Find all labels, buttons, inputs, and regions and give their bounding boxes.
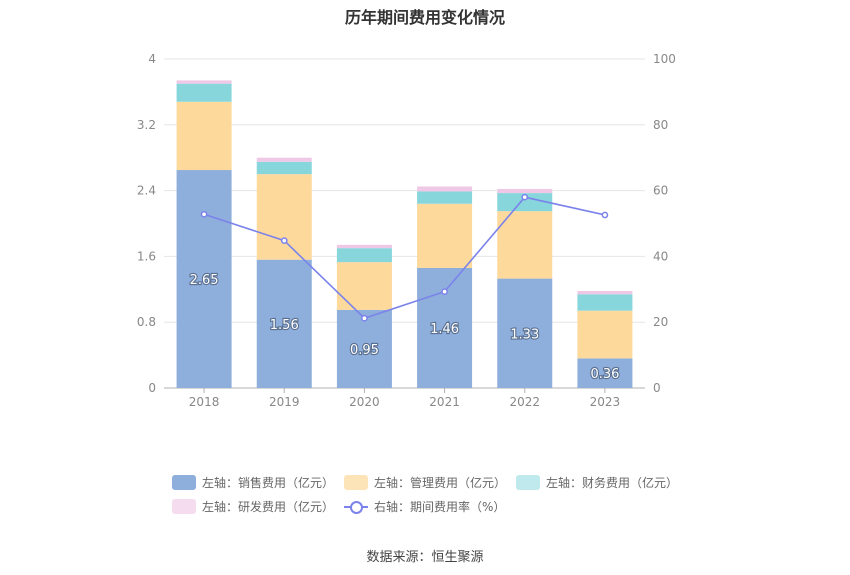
bar-segment-2 [336, 248, 392, 263]
x-tick-label: 2020 [349, 395, 380, 409]
bar-data-label: 2.65 [190, 273, 219, 288]
bar-data-label: 1.46 [430, 322, 459, 337]
bar-segment-0 [577, 358, 633, 388]
data-source: 数据来源：恒生聚源 [366, 550, 484, 565]
bar-data-label: 1.33 [510, 327, 539, 342]
bar-segment-3 [417, 186, 473, 192]
y-left-tick-label: 0 [148, 381, 156, 395]
y-left-tick-label: 2.4 [137, 184, 156, 198]
expense-ratio-point [200, 210, 208, 218]
legend-swatch-admin [344, 475, 368, 490]
expense-ratio-point [521, 193, 529, 201]
y-right-tick-label: 40 [653, 249, 668, 263]
x-tick-label: 2021 [429, 395, 460, 409]
bar-data-label: 1.56 [270, 318, 299, 333]
bar-segment-3 [497, 188, 553, 194]
y-right-tick-label: 20 [653, 315, 668, 329]
expense-ratio-point [361, 314, 368, 322]
chart-title: 历年期间费用变化情况 [344, 8, 505, 27]
y-left-tick-label: 3.2 [137, 118, 156, 132]
legend-swatch-finance [516, 475, 540, 490]
legend-item-rd[interactable]: 左轴：研发费用（亿元） [172, 498, 334, 515]
bar-segment-0 [256, 259, 312, 388]
y-left-tick-label: 0.8 [137, 315, 156, 329]
bar-segment-1 [577, 310, 633, 359]
x-tick-label: 2022 [509, 395, 540, 409]
bar-segment-3 [577, 290, 633, 295]
legend-label-finance: 左轴：财务费用（亿元） [546, 476, 679, 490]
legend-swatch-rd [172, 499, 196, 514]
bar-segment-0 [176, 170, 232, 388]
bar-segment-1 [336, 262, 392, 310]
bar-segment-0 [417, 267, 473, 388]
y-right-tick-label: 80 [653, 118, 668, 132]
x-tick-label: 2019 [269, 395, 300, 409]
y-right-tick-label: 100 [653, 52, 676, 66]
bar-segment-1 [176, 101, 232, 171]
bar-segment-0 [497, 278, 553, 388]
legend-item-sales[interactable]: 左轴：销售费用（亿元） [172, 474, 334, 491]
legend-label-rd: 左轴：研发费用（亿元） [202, 500, 335, 514]
bar-segment-2 [497, 193, 553, 212]
y-left-tick-label: 1.6 [137, 249, 156, 263]
bar-data-label: 0.95 [350, 343, 379, 358]
legend-swatch-sales [172, 475, 196, 490]
bar-segment-3 [176, 80, 232, 84]
bar-segment-1 [417, 203, 473, 268]
legend-label-expense-ratio: 右轴：期间费用率（%） [374, 500, 506, 514]
chart-canvas: 0 0 0.8 20 1.6 40 2.4 60 3.2 80 4 100 2018 2019 2020 20… [137, 52, 676, 409]
bar-segment-3 [336, 244, 392, 249]
bar-segment-2 [176, 83, 232, 102]
bar-data-label: 0.36 [590, 367, 619, 382]
bar-segment-0 [336, 309, 392, 388]
bar-segment-1 [497, 211, 553, 279]
expense-ratio-point [601, 211, 609, 219]
bar-segment-1 [256, 174, 312, 260]
y-right-tick-label: 60 [653, 184, 668, 198]
y-right-tick-label: 0 [653, 381, 661, 395]
expense-ratio-point [280, 237, 288, 244]
legend-item-expense-ratio[interactable]: 右轴：期间费用率（%） [344, 498, 505, 515]
bar-segment-2 [256, 161, 312, 175]
x-tick-label: 2023 [590, 395, 621, 409]
bar-segment-3 [256, 157, 312, 162]
expense-ratio-point [441, 288, 448, 295]
legend-item-finance[interactable]: 左轴：财务费用（亿元） [516, 474, 678, 491]
x-tick-label: 2018 [189, 395, 220, 409]
legend-label-sales: 左轴：销售费用（亿元） [202, 476, 335, 490]
legend-item-admin[interactable]: 左轴：管理费用（亿元） [344, 474, 506, 491]
y-left-tick-label: 4 [148, 52, 156, 66]
legend-label-admin: 左轴：管理费用（亿元） [374, 476, 507, 490]
bar-segment-2 [417, 191, 473, 204]
expense-ratio-line [203, 196, 606, 320]
legend-swatch-expense-ratio [344, 499, 368, 514]
bar-segment-2 [577, 294, 633, 311]
